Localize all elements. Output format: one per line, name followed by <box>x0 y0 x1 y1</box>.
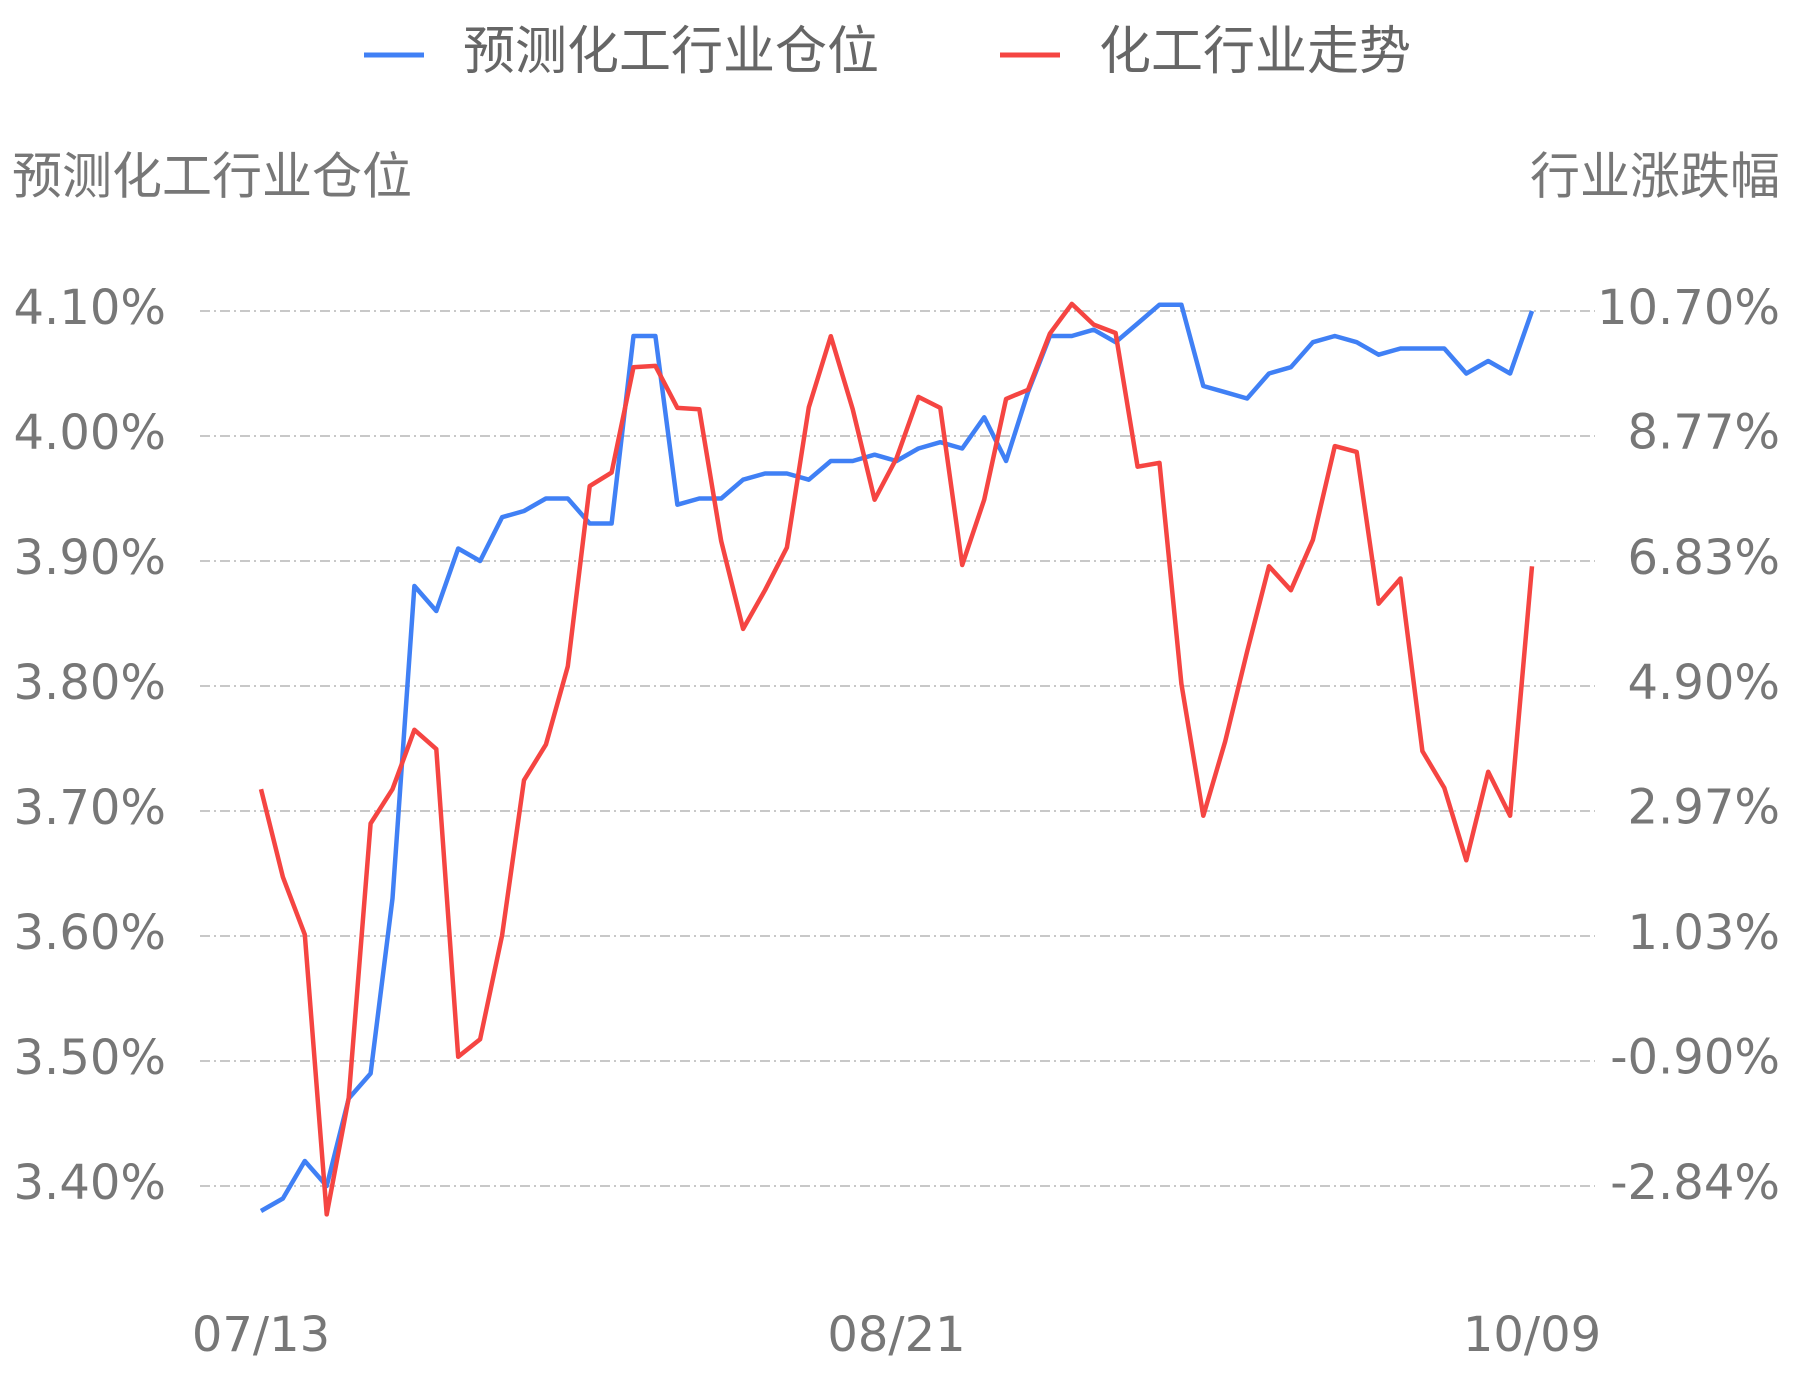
x-tick-label: 10/09 <box>1463 1307 1601 1363</box>
y-tick-label: 3.60% <box>14 905 166 961</box>
y-tick-label: 4.10% <box>14 280 166 336</box>
x-tick-label: 07/13 <box>192 1307 330 1363</box>
y2-tick-label: 10.70% <box>1597 280 1780 336</box>
y-tick-label: 3.40% <box>14 1155 166 1211</box>
y-tick-label: 3.50% <box>14 1030 166 1086</box>
y-tick-label: 3.70% <box>14 780 166 836</box>
y2-tick-label: 6.83% <box>1628 530 1780 586</box>
y2-tick-label: 1.03% <box>1628 905 1780 961</box>
legend-label: 化工行业走势 <box>1099 22 1411 82</box>
y2-tick-label: 8.77% <box>1628 405 1780 461</box>
series-line <box>259 302 1535 1213</box>
y2-tick-label: 2.97% <box>1628 780 1780 836</box>
x-tick-label: 08/21 <box>827 1307 965 1363</box>
y-tick-label: 3.80% <box>14 655 166 711</box>
y-tick-label: 3.90% <box>14 530 166 586</box>
y2-tick-label: -0.90% <box>1610 1030 1780 1086</box>
series-line <box>258 301 1535 1217</box>
legend-label: 预测化工行业仓位 <box>463 22 879 82</box>
y-tick-label: 4.00% <box>14 405 166 461</box>
y-axis-title: 预测化工行业仓位 <box>12 148 412 206</box>
y2-tick-label: 4.90% <box>1628 655 1780 711</box>
y2-axis-title: 行业涨跌幅 <box>1530 148 1780 206</box>
y2-tick-label: -2.84% <box>1610 1155 1780 1211</box>
